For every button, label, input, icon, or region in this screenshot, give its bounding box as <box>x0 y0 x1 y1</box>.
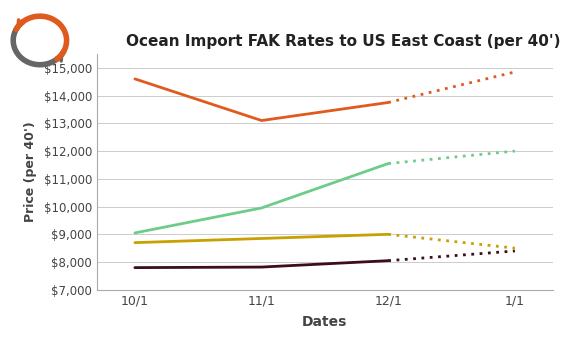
X-axis label: Dates: Dates <box>302 315 348 329</box>
Y-axis label: Price (per 40'): Price (per 40') <box>24 122 36 222</box>
Title: Ocean Import FAK Rates to US East Coast (per 40'): Ocean Import FAK Rates to US East Coast … <box>126 34 560 49</box>
